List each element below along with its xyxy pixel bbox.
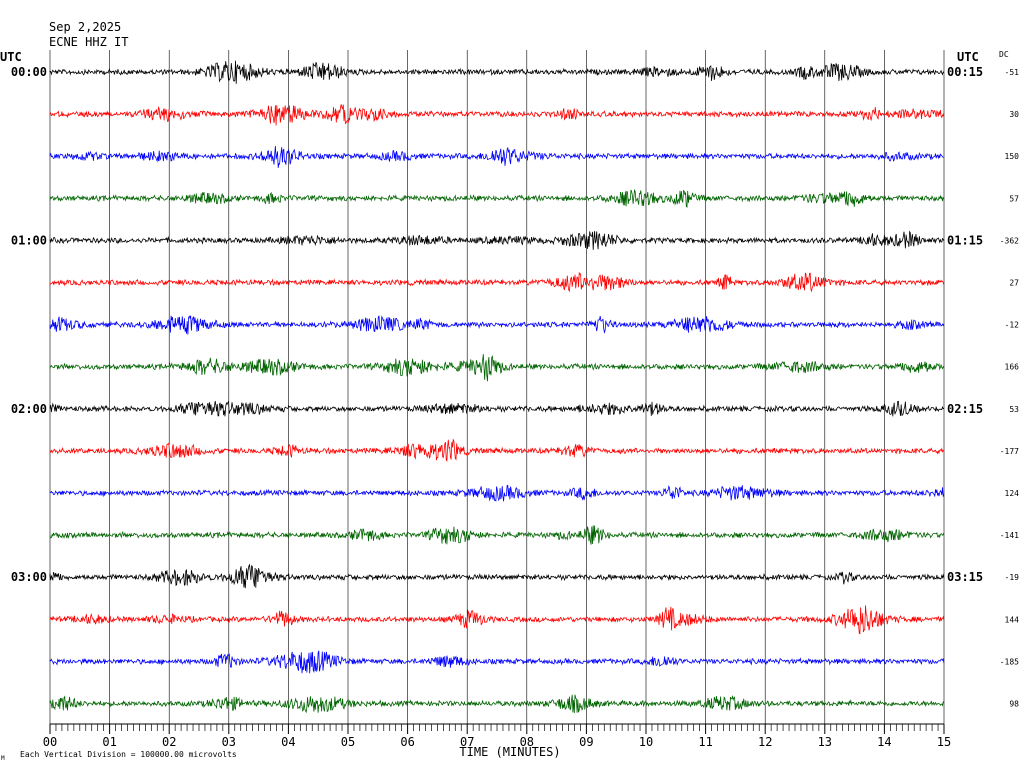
dc-offset-label: -177 [1000, 447, 1019, 456]
dc-offset-label: -362 [1000, 236, 1019, 245]
trace-line [49, 271, 945, 293]
x-tick-label: 01 [102, 735, 116, 749]
right-hour-label: 02:15 [947, 402, 983, 416]
trace-line [49, 605, 945, 635]
trace-line [49, 485, 945, 502]
x-tick-label: 03 [222, 735, 236, 749]
right-hour-label: 01:15 [947, 233, 983, 247]
trace-line [49, 230, 945, 250]
vertical-gridlines [49, 50, 945, 724]
x-tick-label: 05 [341, 735, 355, 749]
x-tick-label: 02 [162, 735, 176, 749]
trace-line [49, 188, 945, 208]
x-axis: 00 01 02 03 04 05 06 07 08 09 10 11 12 13 14 15 [43, 723, 951, 749]
x-tick-label: 07 [460, 735, 474, 749]
trace-line [49, 563, 945, 589]
dc-offset-label: 57 [1009, 194, 1019, 203]
trace-line [49, 315, 945, 335]
left-hour-label: 01:00 [11, 233, 47, 247]
x-tick-label: 11 [698, 735, 712, 749]
trace-line [49, 400, 945, 417]
trace-line [49, 438, 945, 462]
x-tick-label: 06 [400, 735, 414, 749]
station-label: ECNE HHZ IT [49, 35, 128, 49]
left-hour-label: 03:00 [11, 570, 47, 584]
seismic-traces [49, 60, 945, 714]
left-hour-label: 00:00 [11, 65, 47, 79]
dc-offset-label: -185 [1000, 657, 1019, 666]
dc-offset-label: 27 [1009, 279, 1019, 288]
x-axis-label: TIME (MINUTES) [459, 745, 560, 759]
trace-line [49, 525, 945, 545]
left-utc-title: UTC [0, 50, 22, 64]
scale-note: Each Vertical Division = 100000.00 micro… [20, 750, 237, 759]
dc-offset-label: 30 [1009, 110, 1019, 119]
dc-offset-label: 144 [1005, 615, 1020, 624]
dc-offset-label: 166 [1005, 363, 1020, 372]
dc-header: DC [999, 50, 1009, 59]
trace-line [49, 694, 945, 714]
x-tick-label: 13 [818, 735, 832, 749]
trace-line [49, 104, 945, 126]
trace-line [49, 354, 945, 382]
x-tick-label: 08 [520, 735, 534, 749]
left-hour-label: 02:00 [11, 402, 47, 416]
right-hour-label: 03:15 [947, 570, 983, 584]
dc-offset-label: 98 [1009, 700, 1019, 709]
right-hour-label: 00:15 [947, 65, 983, 79]
trace-line [49, 650, 945, 674]
x-tick-label: 14 [877, 735, 891, 749]
x-tick-label: 15 [937, 735, 951, 749]
dc-offset-label: 53 [1009, 405, 1019, 414]
trace-line [49, 145, 944, 168]
date-label: Sep 2,2025 [49, 20, 121, 34]
corner-mark: M [1, 755, 5, 762]
dc-offset-label: -141 [1000, 531, 1019, 540]
x-tick-label: 09 [579, 735, 593, 749]
x-tick-label: 10 [639, 735, 653, 749]
trace-line [49, 60, 945, 84]
dc-offset-label: 150 [1005, 152, 1020, 161]
dc-offset-label: -12 [1005, 321, 1020, 330]
dc-offset-label: 124 [1005, 489, 1020, 498]
x-tick-label: 04 [281, 735, 295, 749]
right-utc-title: UTC [957, 50, 979, 64]
left-hour-labels: 00:00 01:00 02:00 03:00 [11, 65, 47, 584]
dc-offset-label: -51 [1005, 68, 1020, 77]
dc-offset-label: -19 [1005, 573, 1020, 582]
x-tick-label: 00 [43, 735, 57, 749]
right-hour-labels: 00:15 01:15 02:15 03:15 [947, 65, 983, 584]
dc-offset-labels: -51 30 150 57 -362 27 -12 166 53 -177 124 -141 -19 14… [1000, 68, 1019, 709]
x-tick-label: 12 [758, 735, 772, 749]
